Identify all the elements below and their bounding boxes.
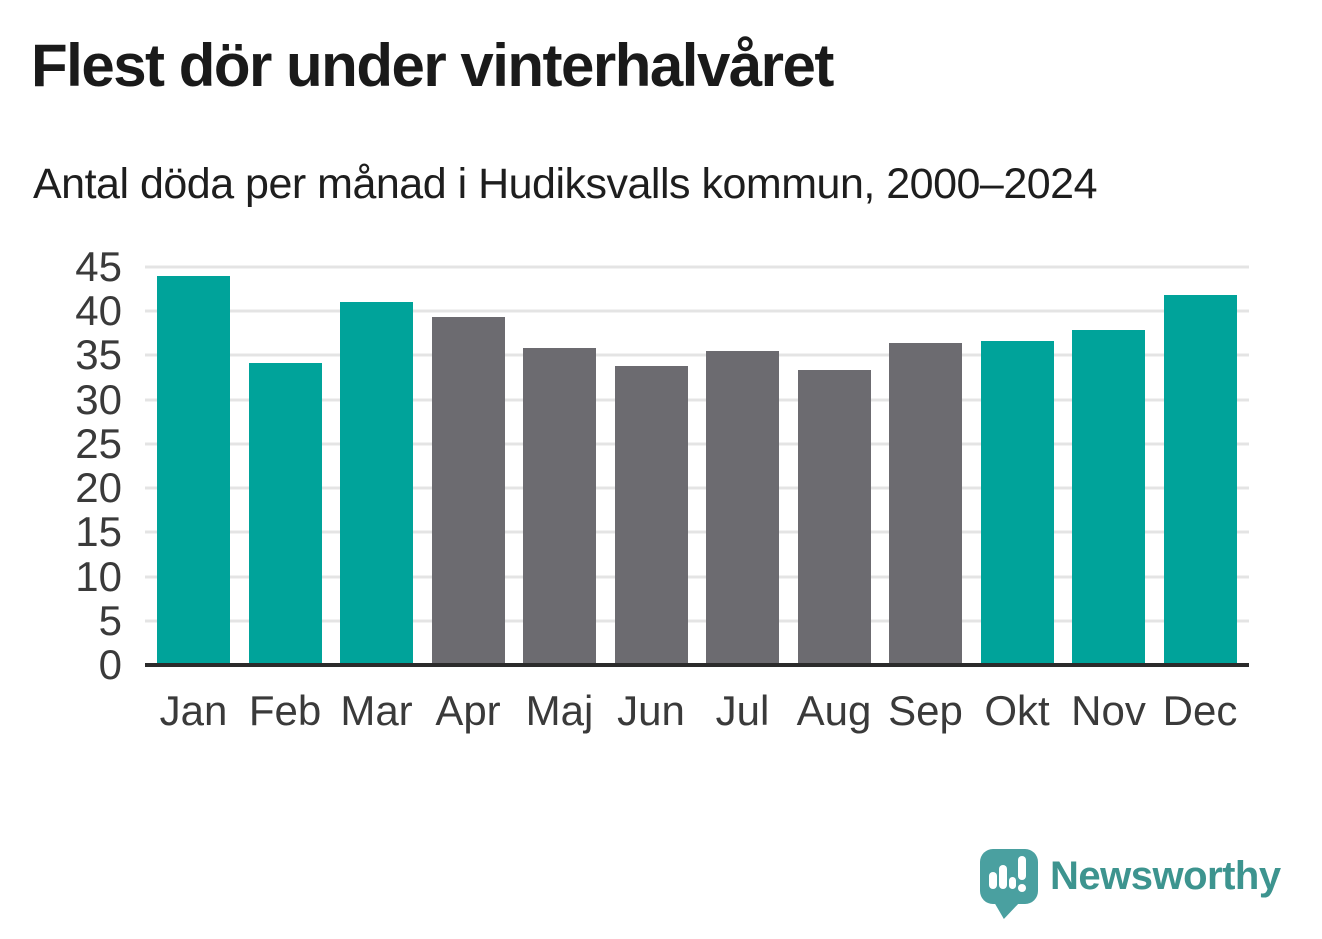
x-axis-label-sep: Sep — [888, 687, 963, 734]
bar-nov — [1072, 329, 1145, 665]
bar-jun — [614, 366, 688, 665]
bar-okt — [980, 341, 1054, 665]
x-axis-label-aug: Aug — [796, 687, 872, 734]
gridline-45 — [145, 265, 1249, 269]
bar-jul — [706, 351, 779, 665]
x-axis-label-jun: Jun — [617, 687, 685, 734]
y-axis-tick-40: 40 — [75, 287, 122, 335]
y-axis-tick-15: 15 — [75, 508, 122, 556]
y-axis-tick-35: 35 — [75, 331, 122, 379]
y-axis-tick-0: 0 — [98, 641, 122, 688]
chart-title: Flest dör under vinterhalvåret — [31, 32, 834, 99]
mini-bar-chart-icon — [1009, 877, 1016, 889]
exclamation-mark-icon — [1018, 884, 1026, 892]
chart-subtitle: Antal döda per månad i Hudiksvalls kommu… — [33, 160, 1098, 208]
bar-apr — [431, 316, 505, 665]
bar-aug — [797, 370, 871, 665]
gridline-5 — [145, 619, 1249, 623]
x-axis-label-okt: Okt — [984, 687, 1050, 734]
gridline-15 — [145, 530, 1249, 534]
x-axis-label-jan: Jan — [159, 687, 228, 734]
bar-mar — [340, 301, 413, 665]
x-axis-label-apr: Apr — [435, 687, 501, 734]
x-axis-label-mar: Mar — [340, 687, 413, 734]
newsworthy-logo: Newsworthy — [978, 847, 1308, 927]
x-axis-label-dec: Dec — [1162, 687, 1238, 734]
y-axis-tick-5: 5 — [98, 596, 122, 644]
exclamation-mark-icon — [1018, 856, 1026, 880]
bar-dec — [1163, 295, 1237, 665]
x-axis-baseline — [145, 663, 1249, 667]
y-axis-tick-45: 45 — [75, 243, 122, 290]
gridline-10 — [145, 575, 1249, 579]
gridline-40 — [145, 309, 1249, 313]
logo-wordmark: Newsworthy — [1050, 854, 1281, 898]
speech-bubble-tail-icon — [994, 902, 1020, 919]
mini-bar-chart-icon — [989, 872, 997, 889]
y-axis-tick-25: 25 — [75, 419, 122, 467]
gridline-35 — [145, 353, 1249, 357]
x-axis-label-jul: Jul — [715, 687, 770, 734]
gridline-20 — [145, 486, 1249, 490]
y-axis-tick-20: 20 — [75, 464, 122, 512]
mini-bar-chart-icon — [999, 865, 1007, 889]
bar-sep — [889, 343, 962, 665]
gridline-30 — [145, 398, 1249, 402]
x-axis-label-maj: Maj — [525, 687, 594, 734]
bar-jan — [157, 275, 230, 665]
plot-area — [145, 265, 1249, 667]
x-axis-label-nov: Nov — [1071, 687, 1146, 734]
x-axis-label-feb: Feb — [248, 687, 322, 734]
gridline-25 — [145, 442, 1249, 446]
y-axis-tick-30: 30 — [75, 375, 122, 423]
bar-feb — [248, 362, 322, 665]
bar-maj — [523, 348, 596, 665]
y-axis-tick-10: 10 — [75, 552, 122, 600]
